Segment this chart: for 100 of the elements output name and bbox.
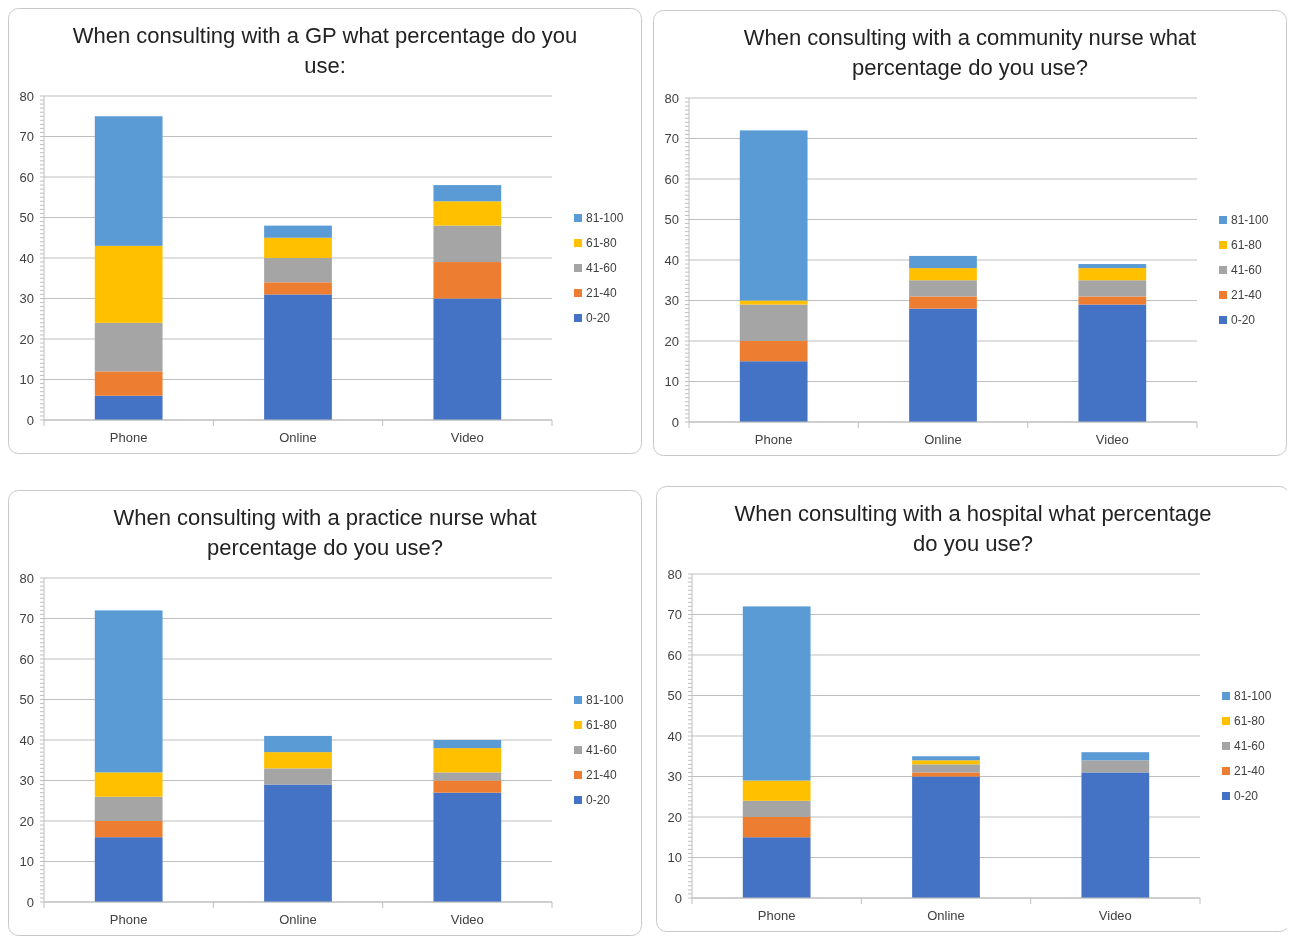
y-tick-label: 0 [26, 412, 34, 428]
bar [433, 298, 502, 420]
bar [742, 817, 811, 838]
bar [433, 772, 502, 781]
legend-label: 61-80 [1234, 714, 1266, 729]
bar [1078, 264, 1147, 269]
bar [742, 800, 811, 817]
legend-label: 81-100 [1234, 689, 1272, 704]
y-tick-label: 0 [671, 414, 679, 430]
x-tick-label: Phone [109, 912, 148, 927]
bar [739, 361, 808, 422]
legend-label: 61-80 [586, 236, 618, 251]
bar [264, 784, 332, 902]
x-tick-label: Online [924, 432, 962, 447]
bar [94, 395, 163, 420]
bar [94, 322, 163, 372]
legend-label: 21-40 [1231, 288, 1263, 303]
y-tick-label: 50 [667, 688, 682, 704]
chart-title: When consulting with a GP what percentage do you use: [72, 23, 578, 78]
y-tick-label: 80 [664, 90, 679, 106]
legend-label: 0-20 [1231, 313, 1256, 328]
bar [739, 300, 808, 305]
x-tick-label: Video [1098, 908, 1132, 923]
y-tick-label: 30 [664, 293, 679, 309]
y-tick-label: 40 [667, 728, 682, 744]
bar [912, 760, 980, 765]
legend-label: 41-60 [586, 743, 618, 758]
y-tick-label: 0 [26, 894, 34, 910]
bar [264, 735, 332, 753]
y-tick-label: 40 [664, 252, 679, 268]
y-tick-label: 40 [19, 732, 34, 748]
bar [909, 268, 977, 281]
bar [433, 185, 502, 202]
y-tick-label: 30 [19, 291, 34, 307]
bar [1078, 304, 1147, 422]
legend-label: 21-40 [1234, 764, 1266, 779]
bar [739, 304, 808, 341]
y-tick-label: 0 [674, 890, 682, 906]
bar [912, 772, 980, 777]
y-tick-label: 70 [19, 611, 34, 627]
bar [912, 764, 980, 773]
bar [1078, 280, 1147, 297]
x-tick-label: Video [450, 912, 484, 927]
bar [264, 752, 332, 769]
x-tick-label: Online [279, 912, 317, 927]
chart-title: When consulting with a practice nurse what percentage do you use? [113, 505, 537, 560]
y-tick-label: 70 [664, 131, 679, 147]
bar [742, 780, 811, 801]
legend-label: 61-80 [1231, 238, 1263, 253]
bar [94, 821, 163, 838]
y-tick-label: 80 [667, 566, 682, 582]
bar [264, 225, 332, 238]
x-tick-label: Online [279, 430, 317, 445]
bar [264, 237, 332, 258]
legend-label: 41-60 [1231, 263, 1263, 278]
bar [909, 308, 977, 422]
bar [1078, 268, 1147, 281]
y-tick-label: 60 [664, 171, 679, 187]
x-tick-label: Phone [757, 908, 796, 923]
legend-label: 41-60 [1234, 739, 1266, 754]
bar [912, 756, 980, 761]
y-tick-label: 30 [667, 769, 682, 785]
y-tick-label: 60 [667, 647, 682, 663]
legend-label: 0-20 [1234, 789, 1259, 804]
bar [909, 255, 977, 269]
bar [433, 262, 502, 299]
bar [433, 780, 502, 793]
x-tick-label: Online [927, 908, 965, 923]
legend-label: 0-20 [586, 793, 611, 808]
y-tick-label: 80 [19, 570, 34, 586]
bar [739, 130, 808, 301]
bar [94, 837, 163, 902]
bar [1081, 760, 1150, 773]
y-tick-label: 80 [19, 88, 34, 104]
legend-label: 0-20 [586, 311, 611, 326]
legend-label: 21-40 [586, 286, 618, 301]
y-tick-label: 20 [667, 809, 682, 825]
legend-label: 81-100 [586, 693, 624, 708]
y-tick-label: 20 [664, 333, 679, 349]
bar [264, 294, 332, 420]
chart-title: When consulting with a community nurse what percentage do you use? [743, 25, 1197, 80]
bar [433, 225, 502, 263]
y-tick-label: 50 [19, 210, 34, 226]
y-tick-label: 70 [667, 607, 682, 623]
bar [1081, 772, 1150, 898]
y-tick-label: 10 [19, 854, 34, 870]
bar [433, 792, 502, 902]
bar [909, 296, 977, 309]
legend-label: 21-40 [586, 768, 618, 783]
bar [264, 282, 332, 295]
bar [433, 201, 502, 226]
bar [94, 796, 163, 821]
y-tick-label: 50 [19, 692, 34, 708]
x-tick-label: Phone [754, 432, 793, 447]
y-tick-label: 20 [19, 331, 34, 347]
legend-label: 81-100 [1231, 213, 1269, 228]
x-tick-label: Phone [109, 430, 148, 445]
bar [94, 610, 163, 773]
y-tick-label: 50 [664, 212, 679, 228]
bar [264, 258, 332, 283]
